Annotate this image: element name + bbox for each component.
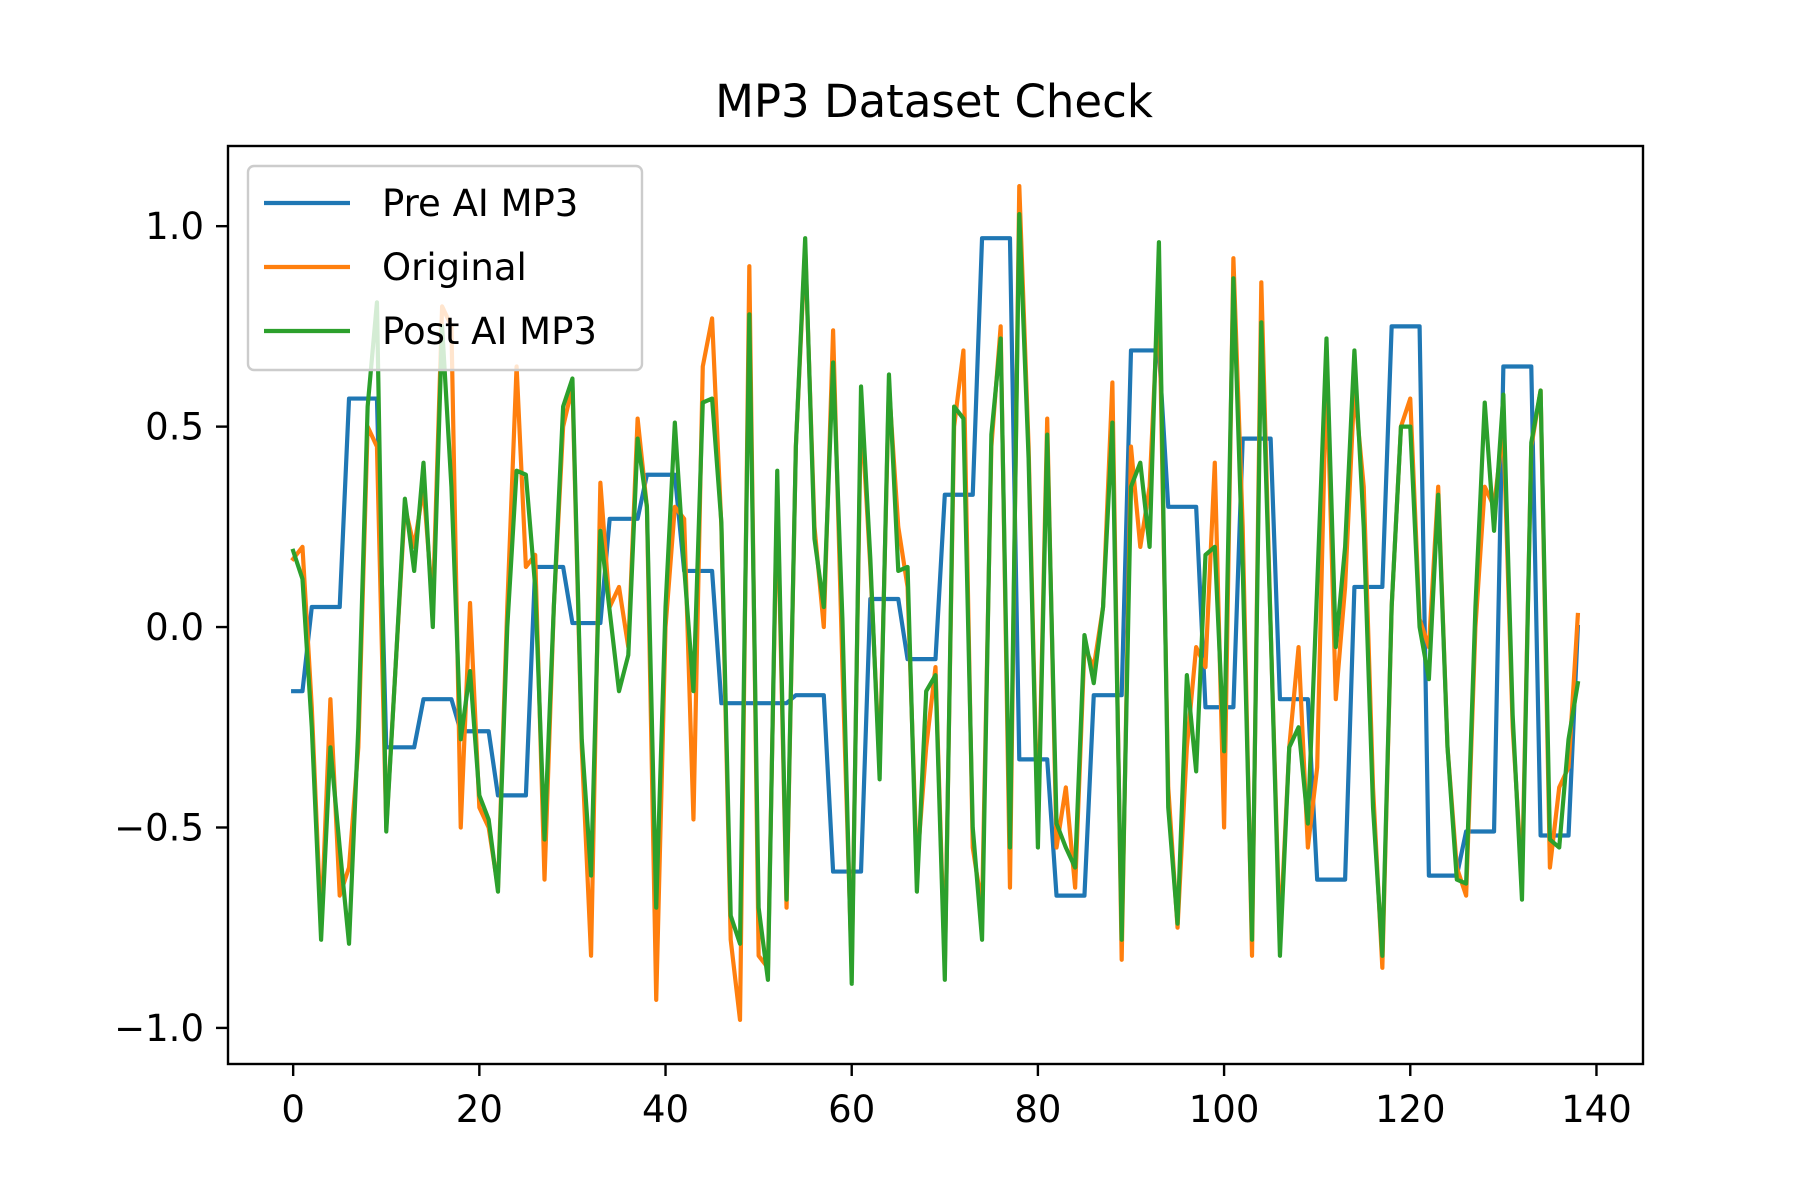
y-tick-label: 1.0	[145, 205, 204, 248]
x-tick-label: 80	[1014, 1088, 1061, 1131]
legend-label-original: Original	[382, 246, 527, 289]
legend-label-post-ai-mp3: Post AI MP3	[382, 310, 597, 353]
y-tick-label: 0.0	[145, 606, 204, 649]
x-tick-label: 100	[1189, 1088, 1260, 1131]
legend-label-pre-ai-mp3: Pre AI MP3	[382, 182, 578, 225]
chart-title: MP3 Dataset Check	[715, 75, 1153, 128]
y-tick-label: −1.0	[114, 1007, 204, 1050]
y-tick-label: 0.5	[145, 406, 204, 449]
x-tick-label: 20	[456, 1088, 503, 1131]
x-tick-label: 60	[828, 1088, 875, 1131]
series-line-post-ai-mp3	[290, 212, 1581, 986]
legend-box	[246, 164, 644, 372]
x-tick-label: 40	[642, 1088, 689, 1131]
x-tick-label: 140	[1561, 1088, 1632, 1131]
y-tick-label: −0.5	[114, 806, 204, 849]
plot-frame	[226, 144, 1645, 1066]
x-tick-label: 120	[1375, 1088, 1446, 1131]
x-tick-label: 0	[281, 1088, 305, 1131]
